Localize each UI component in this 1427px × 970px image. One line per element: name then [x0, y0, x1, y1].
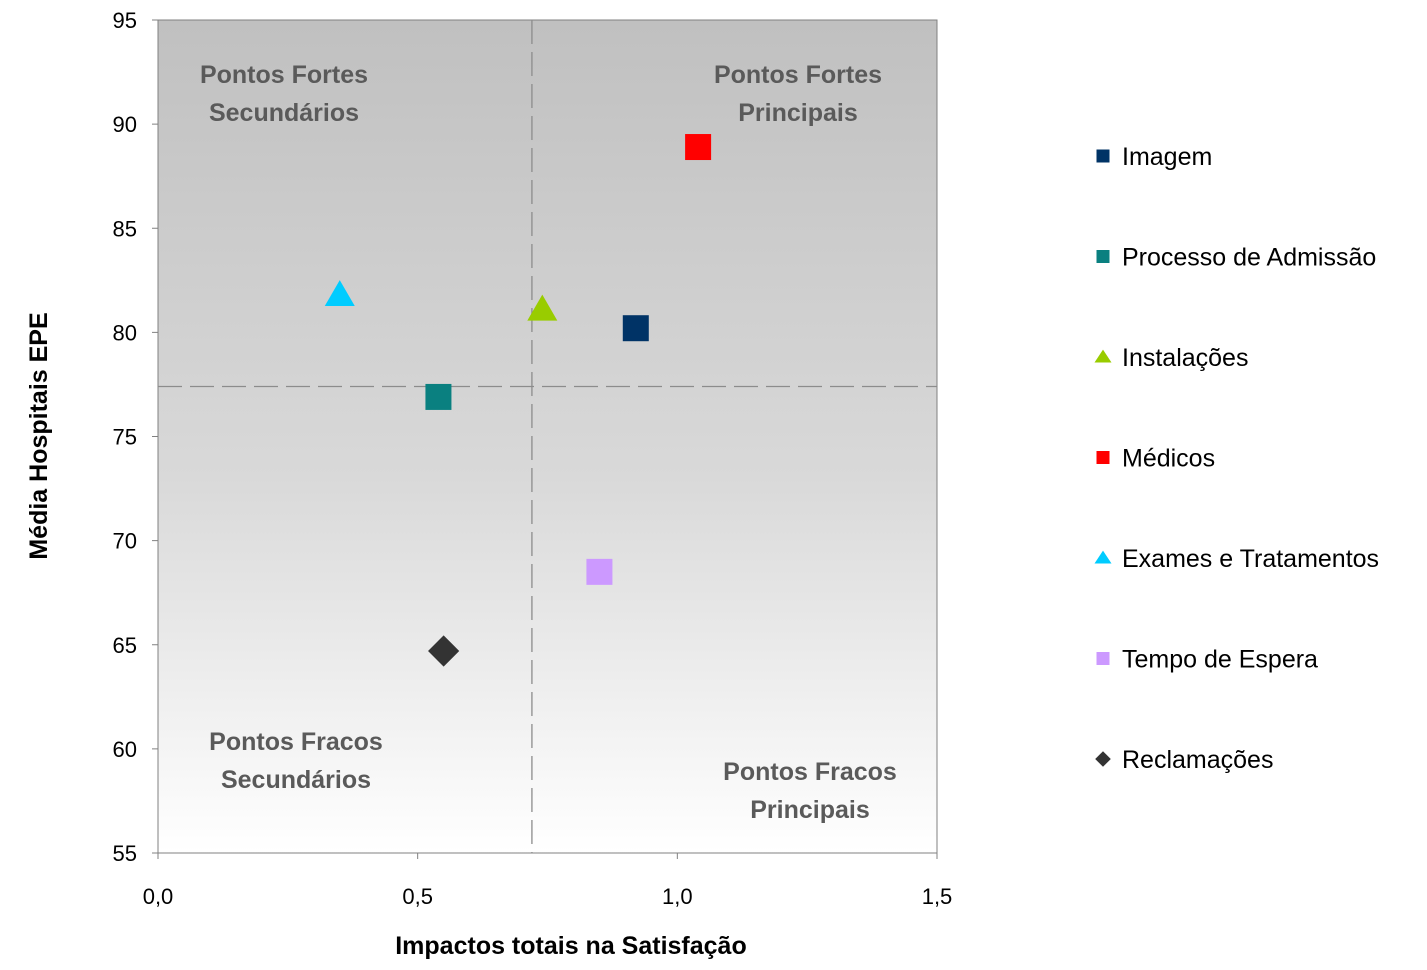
legend-label-5: Tempo de Espera	[1122, 646, 1318, 674]
y-tick-label: 95	[113, 8, 137, 33]
y-tick-label: 80	[113, 320, 137, 345]
legend-marker-3	[1096, 451, 1110, 464]
x-tick-label: 0,5	[402, 884, 433, 909]
legend-label-3: Médicos	[1122, 445, 1215, 473]
x-axis-ticks: 0,0 0,5 1,0 1,5	[143, 853, 953, 909]
quadrant-labels: Pontos Fortes Secundários Pontos Fortes Pri…	[200, 61, 897, 824]
y-tick-label: 90	[113, 112, 137, 137]
quadrant-bottom-left: Pontos Fracos Secundários	[209, 728, 383, 794]
quadrant-bottom-right: Pontos Fracos Principais	[723, 758, 897, 824]
legend-label-0: Imagem	[1122, 143, 1212, 171]
data-point-0	[622, 315, 649, 342]
x-tick-label: 1,5	[922, 884, 953, 909]
legend-marker-1	[1096, 250, 1110, 263]
legend-label-4: Exames e Tratamentos	[1122, 545, 1379, 573]
legend: Imagem Processo de Admissão Instalações Méd…	[1094, 143, 1379, 774]
y-tick-label: 70	[113, 529, 137, 554]
legend-marker-2	[1094, 349, 1112, 363]
legend-marker-0	[1096, 149, 1110, 163]
data-point-1	[425, 383, 452, 410]
y-tick-label: 85	[113, 216, 137, 241]
legend-marker-5	[1096, 652, 1110, 665]
legend-label-1: Processo de Admissão	[1122, 244, 1376, 272]
y-tick-label: 60	[113, 737, 137, 762]
x-axis-title: Impactos totais na Satisfação	[395, 932, 747, 960]
data-point-3	[685, 134, 712, 161]
y-tick-label: 55	[113, 841, 137, 866]
y-axis-title: Média Hospitais EPE	[25, 312, 53, 559]
legend-marker-4	[1094, 550, 1112, 564]
y-axis-ticks: 55 60 65 70 75 80 85 90 95	[113, 8, 158, 866]
legend-label-2: Instalações	[1122, 344, 1248, 372]
quadrant-top-left: Pontos Fortes Secundários	[200, 61, 368, 127]
reference-lines	[158, 20, 937, 853]
legend-label-6: Reclamações	[1122, 746, 1273, 774]
x-tick-label: 0,0	[143, 884, 174, 909]
y-tick-label: 65	[113, 633, 137, 658]
data-point-4	[324, 280, 355, 307]
data-point-5	[586, 558, 613, 585]
plot-area	[157, 19, 938, 854]
data-points	[324, 134, 712, 667]
quadrant-top-right: Pontos Fortes Principais	[714, 61, 882, 127]
legend-marker-6	[1095, 751, 1111, 767]
y-tick-label: 75	[113, 425, 137, 450]
data-point-2	[527, 294, 558, 321]
data-point-6	[428, 635, 460, 667]
x-tick-label: 1,0	[662, 884, 693, 909]
